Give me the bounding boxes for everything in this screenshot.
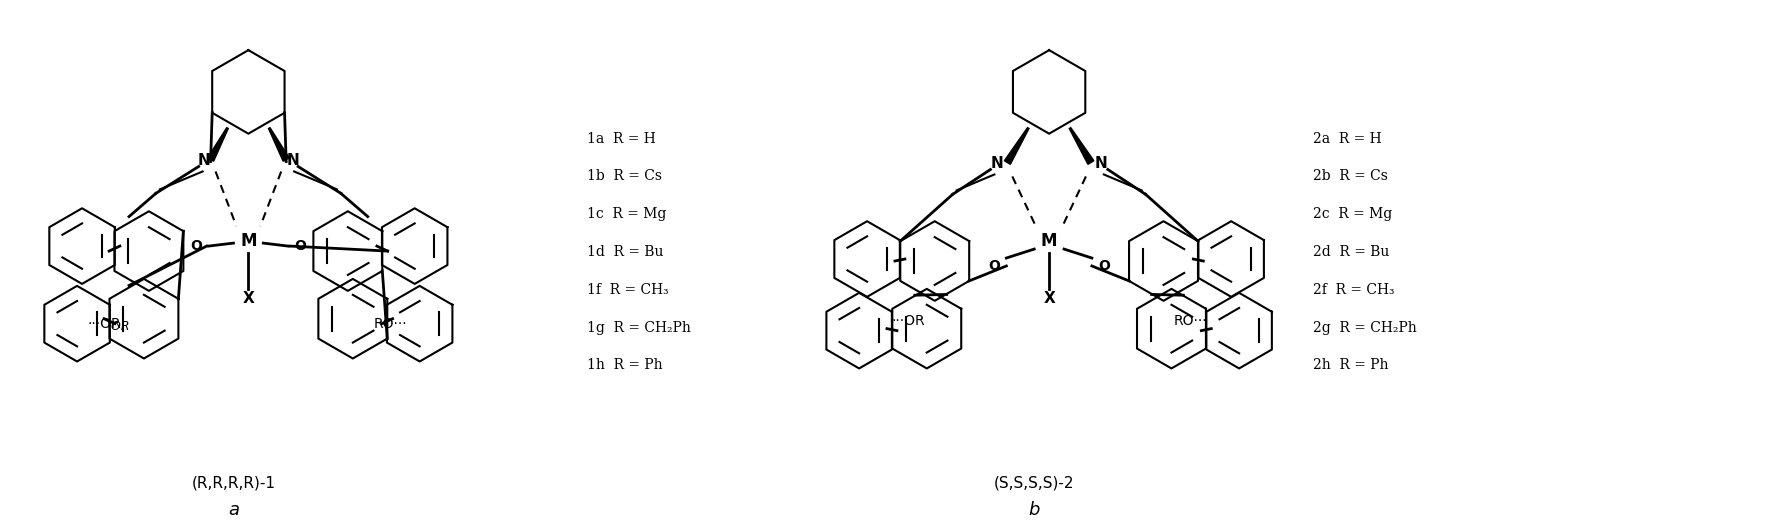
Text: a: a [228, 501, 239, 519]
Text: 1d  R = Bu: 1d R = Bu [587, 245, 663, 259]
Text: N: N [196, 153, 211, 168]
Text: ···OR: ···OR [87, 317, 120, 331]
Text: ·OR: ·OR [108, 320, 131, 333]
Text: RO···: RO··· [1173, 313, 1206, 328]
Text: 2b  R = Cs: 2b R = Cs [1313, 169, 1387, 184]
Text: 2f  R = CH₃: 2f R = CH₃ [1313, 283, 1394, 297]
Text: N: N [1095, 156, 1107, 171]
Text: O: O [989, 259, 999, 273]
Text: O: O [1099, 259, 1109, 273]
Text: b: b [1028, 501, 1040, 519]
Polygon shape [207, 128, 228, 161]
Text: M: M [241, 232, 257, 250]
Text: N: N [287, 153, 299, 168]
Text: 1g  R = CH₂Ph: 1g R = CH₂Ph [587, 321, 690, 335]
Text: ···OR: ···OR [892, 313, 925, 328]
Text: 1a  R = H: 1a R = H [587, 132, 655, 146]
Text: 1f  R = CH₃: 1f R = CH₃ [587, 283, 669, 297]
Text: N: N [991, 156, 1003, 171]
Text: RO···: RO··· [373, 317, 407, 331]
Text: 1b  R = Cs: 1b R = Cs [587, 169, 662, 184]
Polygon shape [1068, 128, 1093, 164]
Text: O: O [191, 239, 203, 253]
Polygon shape [1005, 128, 1030, 164]
Text: 1h  R = Ph: 1h R = Ph [587, 358, 662, 372]
Text: O: O [294, 239, 306, 253]
Text: 2h  R = Ph: 2h R = Ph [1313, 358, 1389, 372]
Text: 2g  R = CH₂Ph: 2g R = CH₂Ph [1313, 321, 1417, 335]
Polygon shape [269, 128, 290, 161]
Text: X: X [242, 291, 255, 306]
Text: X: X [1044, 291, 1054, 306]
Text: M: M [1040, 232, 1058, 250]
Text: (R,R,R,R)-1: (R,R,R,R)-1 [191, 476, 276, 490]
Text: 2c  R = Mg: 2c R = Mg [1313, 207, 1392, 221]
Text: 2d  R = Bu: 2d R = Bu [1313, 245, 1389, 259]
Text: 1c  R = Mg: 1c R = Mg [587, 207, 665, 221]
Text: 2a  R = H: 2a R = H [1313, 132, 1382, 146]
Text: (S,S,S,S)-2: (S,S,S,S)-2 [994, 476, 1074, 490]
